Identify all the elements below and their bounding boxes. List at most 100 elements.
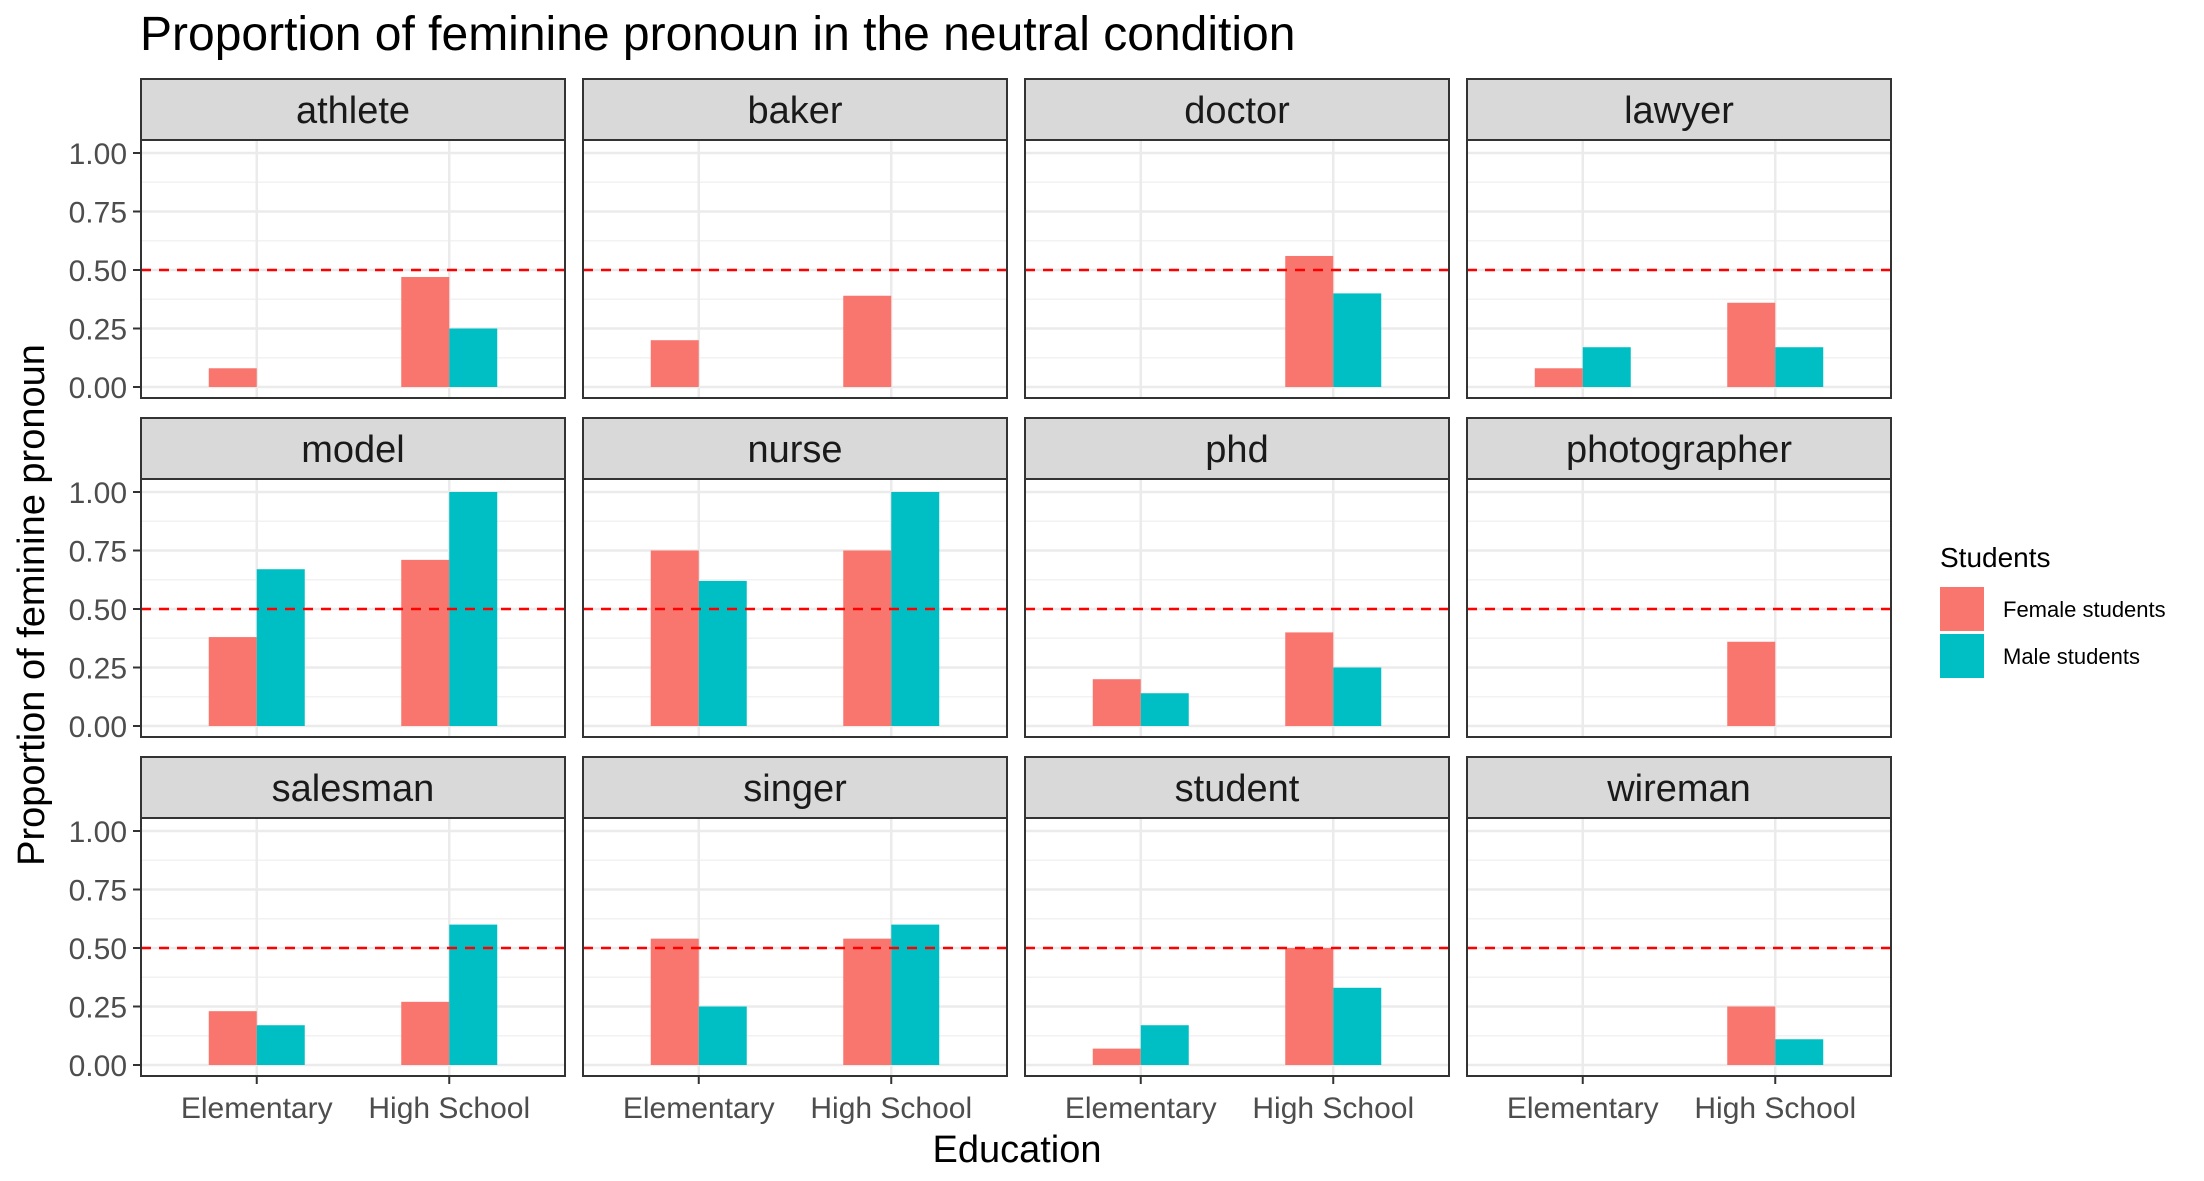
bar-female-elementary: [1534, 368, 1583, 387]
bar-male-elementary: [1140, 693, 1189, 726]
facet-panel-phd: phd: [1024, 417, 1450, 738]
facet-panel-lawyer: lawyer: [1466, 78, 1892, 399]
panel-border: [582, 139, 1008, 399]
facet-panel-student: student Elementary High School: [1024, 756, 1450, 1125]
y-axis-title: Proportion of feminine pronoun: [11, 344, 53, 866]
x-tick-label: Elementary: [1507, 1092, 1659, 1125]
panel-border: [1466, 817, 1892, 1077]
facet-label: salesman: [272, 768, 435, 810]
bar-female-high-school: [843, 550, 892, 726]
y-tick-label: 0.25: [69, 653, 127, 686]
bar-female-elementary: [650, 938, 699, 1065]
bar-male-high-school: [891, 924, 940, 1065]
y-tick-label: 0.75: [69, 875, 127, 908]
panel-border: [1466, 139, 1892, 399]
facet-panel-doctor: doctor: [1024, 78, 1450, 399]
bar-male-elementary: [698, 1006, 747, 1065]
facet-panel-nurse: nurse: [582, 417, 1008, 738]
bar-female-elementary: [1092, 679, 1141, 726]
x-tick-label: Elementary: [1065, 1092, 1217, 1125]
bar-male-high-school: [1333, 667, 1382, 726]
legend-label-female: Female students: [2003, 597, 2166, 622]
bar-male-high-school: [1775, 347, 1824, 387]
panel-border: [1024, 817, 1450, 1077]
y-tick-label: 0.25: [69, 992, 127, 1025]
facet-strip: [140, 417, 566, 480]
panel-border: [1024, 478, 1450, 738]
legend-title: Students: [1940, 542, 2051, 573]
x-tick-label: Elementary: [181, 1092, 333, 1125]
facet-label: student: [1175, 768, 1300, 810]
bar-male-high-school: [1333, 987, 1382, 1065]
bar-female-high-school: [1285, 632, 1334, 726]
facet-strip: [1024, 78, 1450, 141]
facet-label: singer: [743, 768, 847, 810]
y-tick-label: 1.00: [69, 138, 127, 171]
bar-female-high-school: [401, 277, 450, 387]
bar-male-elementary: [256, 569, 305, 726]
y-tick-label: 0.00: [69, 711, 127, 744]
facet-label: nurse: [747, 429, 842, 471]
facet-label: lawyer: [1624, 90, 1734, 132]
y-tick-label: 0.75: [69, 536, 127, 569]
facet-label: phd: [1205, 429, 1268, 471]
bar-male-elementary: [698, 580, 747, 726]
panel-border: [1024, 139, 1450, 399]
facet-label: baker: [747, 90, 842, 132]
x-tick-label: High School: [368, 1092, 530, 1125]
bar-female-high-school: [843, 938, 892, 1065]
facet-panel-baker: baker: [582, 78, 1008, 399]
bar-male-high-school: [449, 924, 498, 1065]
x-tick-label: High School: [1252, 1092, 1414, 1125]
x-axis-title: Education: [932, 1129, 1101, 1171]
bar-female-high-school: [401, 1001, 450, 1065]
facet-strip: [582, 756, 1008, 819]
x-tick-label: High School: [1694, 1092, 1856, 1125]
facet-panel-photographer: photographer: [1466, 417, 1892, 738]
panel-border: [1466, 478, 1892, 738]
facet-label: doctor: [1184, 90, 1290, 132]
facet-panel-wireman: wireman Elementary High School: [1466, 756, 1892, 1125]
facet-strip: [1466, 417, 1892, 480]
y-tick-label: 0.50: [69, 933, 127, 966]
y-tick-label: 0.00: [69, 372, 127, 405]
bar-male-high-school: [1775, 1039, 1824, 1065]
facet-panel-singer: singer Elementary High School: [582, 756, 1008, 1125]
y-tick-label: 0.00: [69, 1050, 127, 1083]
chart-title: Proportion of feminine pronoun in the ne…: [140, 8, 1295, 61]
bar-female-elementary: [650, 340, 699, 387]
facet-panel-salesman: salesman 0.00 0.25 0.50 0.75 1.00 Elementary Hi…: [69, 756, 566, 1125]
bar-female-elementary: [208, 1011, 257, 1065]
bar-female-elementary: [1092, 1048, 1141, 1065]
facet-label: wireman: [1606, 768, 1751, 810]
y-tick-label: 0.75: [69, 197, 127, 230]
facet-strip: [1466, 756, 1892, 819]
bar-female-high-school: [401, 559, 450, 726]
bar-male-elementary: [1582, 347, 1631, 387]
bar-male-high-school: [1333, 293, 1382, 387]
bar-male-elementary: [256, 1025, 305, 1065]
facet-label: model: [301, 429, 405, 471]
facet-strip: [582, 417, 1008, 480]
legend-label-male: Male students: [2003, 644, 2140, 669]
bar-male-elementary: [1140, 1025, 1189, 1065]
bar-female-high-school: [1285, 948, 1334, 1065]
facet-label: athlete: [296, 90, 410, 132]
bar-female-high-school: [1727, 1006, 1776, 1065]
bar-female-high-school: [1727, 302, 1776, 387]
bar-female-elementary: [650, 550, 699, 726]
bar-female-high-school: [843, 295, 892, 387]
panel-border: [582, 478, 1008, 738]
facet-label: photographer: [1566, 429, 1792, 471]
bar-female-elementary: [208, 637, 257, 726]
legend-key-male: [1940, 634, 1984, 678]
y-tick-label: 0.50: [69, 255, 127, 288]
y-tick-label: 0.50: [69, 594, 127, 627]
facet-strip: [140, 78, 566, 141]
y-tick-label: 1.00: [69, 477, 127, 510]
bar-female-high-school: [1285, 255, 1334, 387]
x-tick-label: High School: [810, 1092, 972, 1125]
facet-strip: [1024, 417, 1450, 480]
